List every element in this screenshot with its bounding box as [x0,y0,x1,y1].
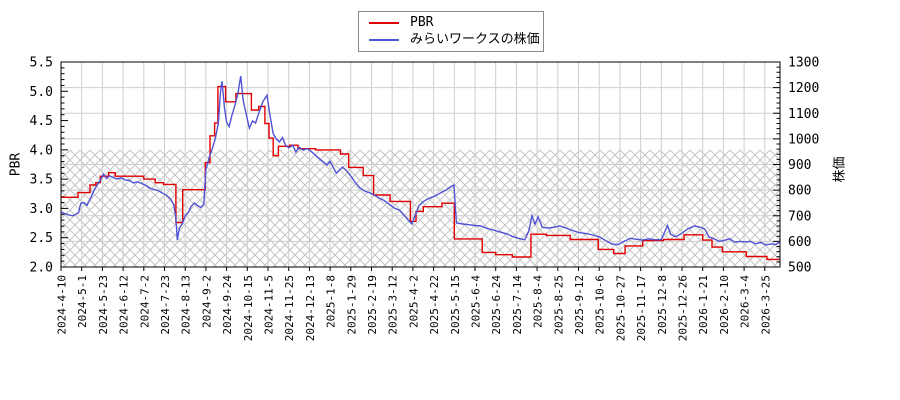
svg-text:2025-12-26: 2025-12-26 [677,275,690,341]
svg-text:2024-11-5: 2024-11-5 [263,275,276,335]
svg-text:3.0: 3.0 [30,202,53,217]
svg-text:1300: 1300 [788,56,819,71]
svg-text:2025-4-2: 2025-4-2 [407,275,420,328]
svg-text:1000: 1000 [788,132,819,147]
pbr-line-swatch [369,21,399,24]
svg-text:2025-12-8: 2025-12-8 [656,275,669,335]
svg-text:2025-1-29: 2025-1-29 [345,275,358,335]
svg-text:2024-9-24: 2024-9-24 [221,275,234,335]
svg-text:2025-6-24: 2025-6-24 [490,275,503,335]
svg-text:1100: 1100 [788,107,819,122]
legend-item-stock-price: みらいワークスの株価 [359,31,543,48]
svg-text:2024-7-23: 2024-7-23 [159,275,172,335]
svg-text:600: 600 [788,235,811,250]
svg-text:2025-2-19: 2025-2-19 [366,275,379,335]
svg-text:2024-11-25: 2024-11-25 [283,275,296,341]
svg-text:2024-5-23: 2024-5-23 [97,275,110,335]
hatch-band [61,149,780,267]
svg-text:4.5: 4.5 [30,114,53,129]
svg-text:700: 700 [788,209,811,224]
grid-lines [60,62,780,267]
y-right-tick-labels: 500 600 700 800 900 1000 1100 1200 1300 [788,56,819,276]
stock-price-line-swatch [369,38,399,41]
svg-text:3.5: 3.5 [30,173,53,188]
svg-text:2026-2-10: 2026-2-10 [718,275,731,335]
legend-label-pbr: PBR [410,15,434,30]
plot-frame [60,61,781,268]
svg-text:5.5: 5.5 [30,56,53,71]
svg-text:1200: 1200 [788,81,819,96]
svg-text:2.0: 2.0 [30,261,53,276]
svg-text:2.5: 2.5 [30,231,53,246]
pbr-series-line [61,85,780,261]
svg-text:2026-3-4: 2026-3-4 [739,275,752,328]
svg-text:500: 500 [788,261,811,276]
svg-text:2024-7-2: 2024-7-2 [138,275,151,328]
svg-text:2025-11-17: 2025-11-17 [635,275,648,341]
y-left-tick-labels: 2.0 2.5 3.0 3.5 4.0 4.5 5.0 5.5 [30,56,53,276]
svg-text:2025-10-6: 2025-10-6 [594,275,607,335]
svg-text:2024-8-13: 2024-8-13 [180,275,193,335]
svg-text:900: 900 [788,158,811,173]
x-axis-tick-labels: 2024-4-10 2024-5-1 2024-5-23 2024-6-12 2024-… [56,275,773,342]
legend-label-stock-price: みらいワークスの株価 [410,32,540,47]
svg-text:2025-7-14: 2025-7-14 [511,275,524,335]
svg-text:2025-1-8: 2025-1-8 [325,275,338,328]
svg-text:2025-3-12: 2025-3-12 [387,275,400,335]
svg-text:2026-3-25: 2026-3-25 [759,275,772,335]
axis-ticks [60,61,780,271]
stock-price-series-line [60,75,780,246]
svg-text:2025-9-12: 2025-9-12 [573,275,586,335]
legend: PBR みらいワークスの株価 [358,11,544,52]
svg-text:2025-6-4: 2025-6-4 [470,275,483,328]
svg-text:2024-9-2: 2024-9-2 [200,275,213,328]
svg-text:2025-8-4: 2025-8-4 [532,275,545,328]
svg-text:2024-6-12: 2024-6-12 [118,275,131,335]
y-axis-title-pbr: PBR [8,152,24,177]
svg-text:2025-5-15: 2025-5-15 [449,275,462,335]
svg-text:2024-12-13: 2024-12-13 [304,275,317,341]
legend-item-pbr: PBR [359,14,543,31]
svg-text:5.0: 5.0 [30,85,53,100]
svg-text:2025-8-25: 2025-8-25 [552,275,565,335]
svg-text:2024-4-10: 2024-4-10 [56,275,69,335]
svg-text:2026-1-21: 2026-1-21 [697,275,710,335]
svg-text:2025-4-22: 2025-4-22 [428,275,441,335]
y-axis-title-price: 株価 [832,156,848,183]
svg-text:2024-10-15: 2024-10-15 [242,275,255,341]
svg-text:800: 800 [788,184,811,199]
svg-text:4.0: 4.0 [30,143,53,158]
svg-text:2024-5-1: 2024-5-1 [76,275,89,328]
svg-text:2025-10-27: 2025-10-27 [614,275,627,341]
